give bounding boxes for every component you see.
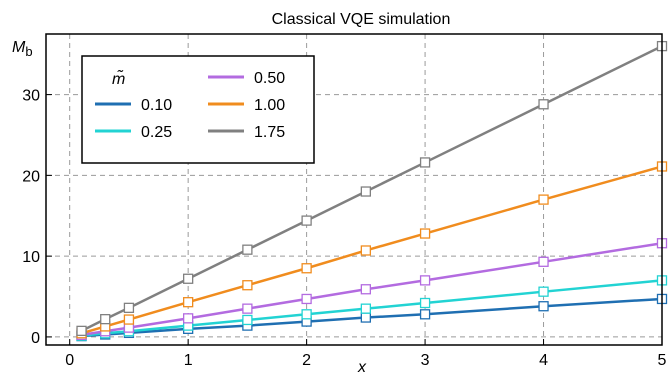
x-tick-label: 2 [302,352,311,369]
data-point [242,314,253,326]
data-point [538,286,549,297]
x-tick-label: 1 [184,352,193,369]
data-point [242,303,253,314]
x-tick-label: 5 [658,352,667,369]
data-point [419,297,431,309]
legend-label: 1.00 [254,97,285,114]
legend-label: 0.25 [141,124,172,141]
y-tick-label: 10 [22,249,40,266]
series-markers [76,40,668,342]
data-point [360,312,371,323]
legend-label: 0.50 [254,70,285,87]
x-axis-title: x [357,359,367,376]
axis-tick-labels: 0 1 2 3 4 5 0 10 20 30 [22,88,666,369]
legend-box [81,55,315,164]
chart-title: Classical VQE simulation [272,11,451,28]
y-tick-label: 0 [31,330,40,347]
data-point [100,314,111,325]
data-point [419,228,431,239]
data-point [301,215,312,226]
data-point [419,157,431,168]
x-tick-label: 4 [539,352,548,369]
data-point [242,244,253,255]
data-point [301,293,312,305]
legend-label: 0.10 [141,97,172,114]
data-point [301,309,312,320]
data-point [183,313,194,324]
grid [46,34,663,345]
data-point [123,314,135,325]
legend-items: 0.10 0.25 0.50 1.00 1.75 [95,70,285,141]
legend-title: m̃ [112,68,125,88]
data-point [538,99,549,110]
legend: m̃ 0.10 0.25 0.50 1.00 1.75 [81,55,315,164]
data-point [538,256,549,267]
data-point [419,309,431,320]
data-point [123,302,135,313]
plot-frame [45,33,663,346]
data-point [360,186,371,197]
y-tick-label: 20 [22,168,40,185]
data-point [360,245,371,256]
data-point [360,303,371,314]
series-line-1.75 [80,44,663,332]
data-point [183,273,194,284]
x-tick-label: 0 [65,352,74,369]
legend-label: 1.75 [254,124,285,141]
data-point [538,301,549,312]
y-axis-title: Mb [12,39,33,59]
data-point [301,263,312,274]
series-line-0.25 [81,279,663,337]
axis-ticks [46,94,663,345]
data-point [76,325,87,337]
data-point [183,297,194,308]
series-line-0.10 [81,297,663,338]
y-axis-title-subscript: b [25,44,32,59]
series-line-1.00 [81,165,663,335]
data-point [538,194,549,205]
x-tick-label: 3 [421,352,430,369]
y-tick-label: 30 [22,88,40,105]
data-point [242,280,253,291]
y-axis-title-main: M [12,39,26,56]
series-lines [80,44,663,338]
data-point [419,275,431,286]
data-point [360,284,371,295]
series-line-0.50 [81,241,663,337]
